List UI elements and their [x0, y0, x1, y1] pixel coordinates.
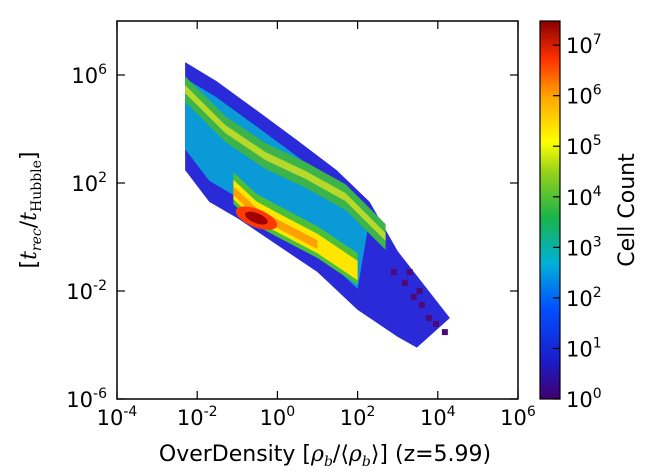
colorbar [539, 20, 561, 400]
density-tail-cell [425, 315, 432, 321]
density-tail-cell [418, 302, 425, 309]
y-axis-label: [trec/tHubble] [17, 151, 45, 268]
y-tick-label: 10-2 [66, 278, 107, 304]
colorbar-tick-label: 105 [566, 133, 602, 159]
y-axis: 10-6 10-2 102 106 [66, 62, 518, 412]
colorbar-tick-label: 104 [566, 184, 602, 210]
density-tail-cell [432, 320, 439, 327]
colorbar-tick-label: 103 [566, 234, 602, 260]
x-tick-label: 104 [420, 404, 456, 430]
density-tail-cell [410, 293, 417, 300]
density-peak [245, 211, 268, 225]
x-tick-label: 100 [260, 404, 296, 430]
colorbar-tick-label: 101 [566, 335, 602, 361]
colorbar-tick-label: 100 [566, 386, 602, 412]
density-tail-cell [406, 269, 413, 276]
x-tick-label: 10-4 [97, 404, 138, 430]
density-tail-cell [401, 279, 408, 286]
density-tail-cell [416, 288, 423, 294]
y-tick-label: 10-6 [66, 386, 107, 412]
colorbar-tick-label: 106 [566, 83, 602, 109]
x-axis: 10-4 10-2 100 102 104 106 [97, 21, 536, 430]
density-ridge-upper-core [185, 85, 386, 241]
x-axis-label: OverDensity [ρb/⟨ρb⟩] (z=5.99) [159, 442, 491, 470]
colorbar-tick-label: 107 [566, 32, 602, 58]
colorbar-ticks: 100 101 102 103 104 105 106 107 [553, 32, 602, 412]
density-tail-cell [390, 269, 397, 276]
heatmap-density [185, 62, 450, 348]
x-tick-label: 106 [500, 404, 536, 430]
y-tick-label: 106 [71, 62, 107, 88]
density-tail-cell [441, 329, 448, 336]
x-tick-label: 10-2 [177, 404, 218, 430]
y-tick-label: 102 [71, 170, 107, 196]
colorbar-tick-label: 102 [566, 285, 602, 311]
colorbar-label: Cell Count [615, 153, 640, 267]
x-tick-label: 102 [340, 404, 376, 430]
density-ridge-lower-core [233, 186, 318, 250]
